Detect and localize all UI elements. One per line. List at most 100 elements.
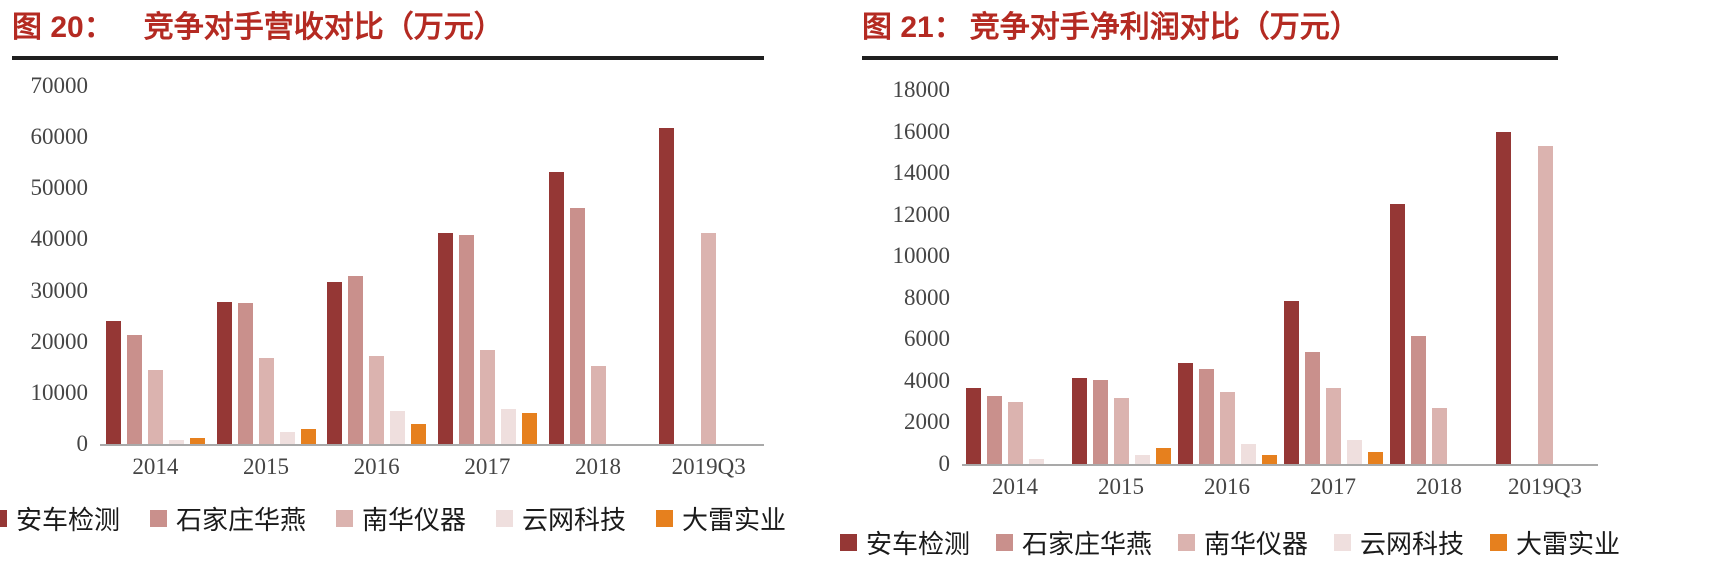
bar-group [1280, 90, 1386, 464]
bar [1240, 443, 1256, 464]
bar-slot [126, 335, 142, 444]
y-axis-tick-label: 30000 [30, 277, 89, 303]
bar [1304, 351, 1320, 464]
legend: 安车检测 石家庄华燕 南华仪器 云网科技 大雷实业 [0, 500, 786, 537]
y-axis-tick-label: 40000 [30, 226, 89, 252]
bar [521, 413, 537, 444]
bar [1537, 146, 1553, 464]
x-axis-label: 2015 [243, 454, 289, 479]
bar-slot [1537, 146, 1553, 464]
bar [1389, 204, 1405, 464]
figure-20-title-row: 图 20： 竞争对手营收对比（万元） [12, 8, 764, 48]
legend-label: 石家庄华燕 [1021, 530, 1152, 559]
figure-label: 图 20： [12, 11, 114, 44]
figure-title: 竞争对手营收对比（万元） [143, 11, 504, 44]
bar-slot [1304, 351, 1320, 464]
title-underline [12, 56, 764, 60]
figure-label: 图 21： [862, 11, 964, 44]
y-axis-tick-label: 60000 [30, 124, 89, 150]
x-axis-label: 2016 [353, 454, 400, 479]
x-axis-label: 2017 [1310, 474, 1356, 499]
bar [458, 235, 474, 444]
bar-slot [548, 171, 564, 444]
legend-label: 南华仪器 [362, 506, 467, 535]
bar [1113, 397, 1129, 464]
bar-slot [327, 282, 343, 444]
bar-slot [1198, 369, 1214, 464]
x-axis-label: 2016 [1204, 474, 1250, 499]
bar [327, 282, 343, 444]
legend-label: 云网科技 [1360, 530, 1465, 559]
bar-slot [521, 413, 537, 444]
bar-group [1174, 90, 1280, 464]
bar [216, 301, 232, 444]
plot-column: 2014 2015 2016 2017 2018 2019Q3 [962, 90, 1598, 500]
bar [237, 302, 253, 444]
y-axis-tick-label: 6000 [904, 326, 950, 352]
legend-item: 石家庄华燕 [149, 500, 306, 537]
x-axis-label: 2019Q3 [671, 454, 746, 479]
legend-item: 云网科技 [496, 500, 626, 537]
bar [1367, 451, 1383, 464]
bar-slot [1283, 300, 1299, 464]
bar [1219, 391, 1235, 464]
bar [965, 388, 981, 464]
legend-label: 南华仪器 [1204, 530, 1309, 559]
bar-slot [1261, 454, 1277, 464]
legend: 安车检测 石家庄华燕 南华仪器 云网科技 大雷实业 [839, 524, 1620, 561]
bar [701, 232, 717, 444]
bar-slot [1410, 336, 1426, 464]
legend-item: 安车检测 [0, 500, 120, 537]
figure-21-panel: 图 21： 竞争对手净利润对比（万元） 0 2000 4000 6000 8000 100… [839, 8, 1620, 561]
bar-slot [1007, 402, 1023, 464]
bar-slot [458, 235, 474, 444]
bar-slot [1071, 377, 1087, 464]
x-axis: 2014 2015 2016 2017 2018 2019Q3 [100, 454, 764, 480]
bar-slot [237, 302, 253, 444]
bar [548, 171, 564, 444]
bar-slot [1155, 447, 1171, 464]
bar-slot [590, 365, 606, 444]
bar-slot [216, 301, 232, 444]
bar [390, 410, 406, 444]
legend-item: 南华仪器 [1178, 524, 1308, 561]
legend-item: 云网科技 [1334, 524, 1464, 561]
bar [1071, 377, 1087, 464]
bar-slot [659, 127, 675, 444]
y-axis-tick-label: 16000 [892, 118, 951, 144]
bar [279, 431, 295, 444]
figure-20-panel: 图 20： 竞争对手营收对比（万元） 0 10000 20000 30000 40000… [0, 8, 786, 537]
bar-slot [258, 358, 274, 444]
legend-swatch-icon [656, 510, 674, 527]
legend-swatch-icon [1178, 534, 1195, 551]
legend-swatch-icon [839, 534, 857, 551]
y-axis-tick-label: 0 [76, 431, 89, 456]
bar-slot [105, 321, 121, 444]
y-axis: 0 2000 4000 6000 8000 10000 12000 14000 16000 180… [862, 77, 962, 476]
x-axis-label: 2018 [1416, 474, 1462, 499]
legend-swatch-icon [336, 510, 353, 527]
bar-slot [300, 429, 316, 444]
bar-slot [1219, 391, 1235, 464]
bar-group [1068, 90, 1174, 464]
bar [1495, 131, 1511, 464]
bar-slot [1177, 363, 1193, 464]
bar-slot [500, 408, 516, 444]
y-axis-tick-label: 50000 [30, 175, 89, 201]
x-axis: 2014 2015 2016 2017 2018 2019Q3 [962, 474, 1598, 500]
legend-swatch-icon [995, 534, 1013, 551]
x-axis-label: 2014 [992, 474, 1038, 499]
legend-swatch-icon [149, 510, 167, 527]
legend-label: 安车检测 [865, 530, 970, 559]
bar [479, 350, 495, 444]
x-axis-label: 2019Q3 [1507, 474, 1583, 499]
bar-slot [369, 355, 385, 444]
bar-group [653, 86, 764, 444]
bar-slot [437, 233, 453, 444]
bar-group [321, 86, 432, 444]
y-axis-tick-label: 0 [938, 451, 951, 476]
bar [369, 355, 385, 444]
bar [189, 438, 205, 444]
bar-slot [279, 431, 295, 444]
bar [147, 369, 163, 444]
